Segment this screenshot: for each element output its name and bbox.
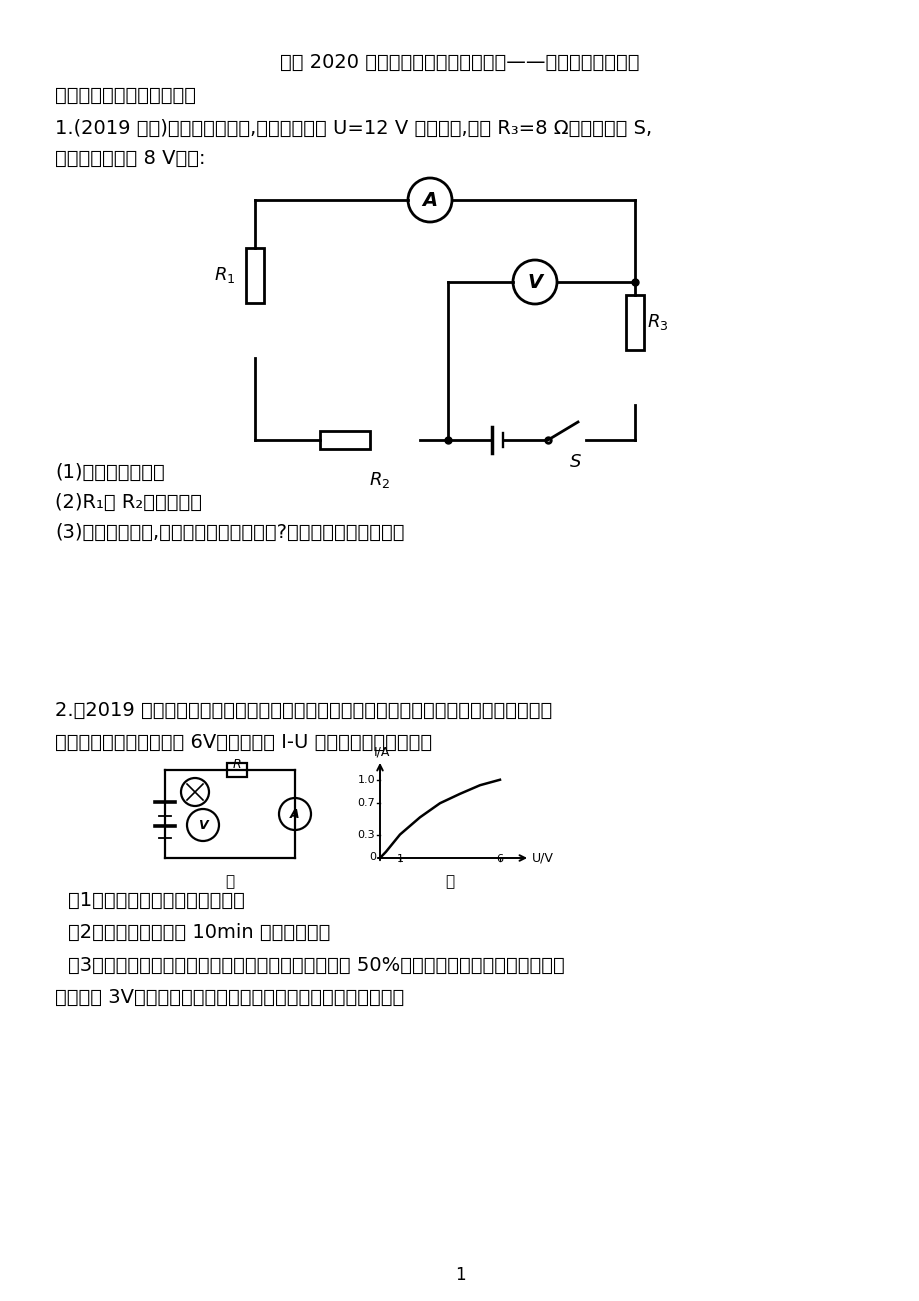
Text: $R_1$: $R_1$ [213,265,234,285]
Text: 端电压为 3V，小灯泡的实际功率占电路总功率的百分比是多少？: 端电压为 3V，小灯泡的实际功率占电路总功率的百分比是多少？ [55,987,403,1007]
Text: (1)电流表的示数。: (1)电流表的示数。 [55,462,165,481]
Text: 2.（2019 海南）小明根据如图甲所示的电路组装成调光灯，并进行测试。电源电压保持不: 2.（2019 海南）小明根据如图甲所示的电路组装成调光灯，并进行测试。电源电压… [55,700,551,719]
Text: 1: 1 [396,853,403,864]
Text: （3）经测算，小灯泡正常发光时的功率占电路总功率 50%，如果把灯光调暗，使小灯泡两: （3）经测算，小灯泡正常发光时的功率占电路总功率 50%，如果把灯光调暗，使小灯… [68,955,564,974]
Text: 0.7: 0.7 [357,799,375,808]
Bar [625,295,643,350]
Text: V: V [527,272,542,291]
Circle shape [278,798,311,830]
Text: 0.3: 0.3 [357,830,375,839]
Text: U/V: U/V [531,851,553,864]
Text: A: A [422,190,437,209]
Circle shape [513,260,556,304]
Text: 变，小灯泡的额定电压是 6V，小灯泡的 I-U 图像如图乙所示。求：: 变，小灯泡的额定电压是 6V，小灯泡的 I-U 图像如图乙所示。求： [55,732,432,752]
Bar [320,431,369,449]
Text: 考点一：电功率、电能计算: 考点一：电功率、电能计算 [55,86,196,104]
Text: 1.(2019 衡阳)如图所示电路中,已知电源电压 U=12 V 保持不变,电阻 R₃=8 Ω，闭合开关 S,: 1.(2019 衡阳)如图所示电路中,已知电源电压 U=12 V 保持不变,电阻… [55,118,652,138]
Text: R: R [233,758,241,771]
Text: V: V [198,818,208,831]
Bar [245,248,264,303]
Text: 1: 1 [454,1266,465,1284]
Text: S: S [570,453,581,471]
Text: 电压表的示数为 8 V。求:: 电压表的示数为 8 V。求: [55,148,205,168]
Text: （2）小灯泡正常发光 10min 消耗的电能。: （2）小灯泡正常发光 10min 消耗的电能。 [68,922,330,942]
Text: (3)根据已知条件,你还能求出什么物理量?并求出该物理量的值。: (3)根据已知条件,你还能求出什么物理量?并求出该物理量的值。 [55,523,404,541]
Text: $R_3$: $R_3$ [646,312,668,332]
Text: 备战 2020 中考物理重点知识强化训练——专题七：电学计算: 备战 2020 中考物理重点知识强化训练——专题七：电学计算 [280,52,639,72]
Text: A: A [289,808,300,821]
Text: (2)R₁与 R₂阻值之和。: (2)R₁与 R₂阻值之和。 [55,493,202,511]
Bar [227,762,246,777]
Text: 1.0: 1.0 [357,774,375,785]
Circle shape [407,178,451,222]
Text: （1）小灯泡正常发光时的电阻。: （1）小灯泡正常发光时的电阻。 [68,890,244,909]
Text: 乙: 乙 [445,874,454,889]
Circle shape [187,809,219,840]
Text: $R_2$: $R_2$ [369,470,391,490]
Circle shape [181,778,209,807]
Text: 甲: 甲 [225,874,234,889]
Text: 0: 0 [369,852,376,863]
Text: I/A: I/A [373,745,390,758]
Text: 6: 6 [496,853,503,864]
